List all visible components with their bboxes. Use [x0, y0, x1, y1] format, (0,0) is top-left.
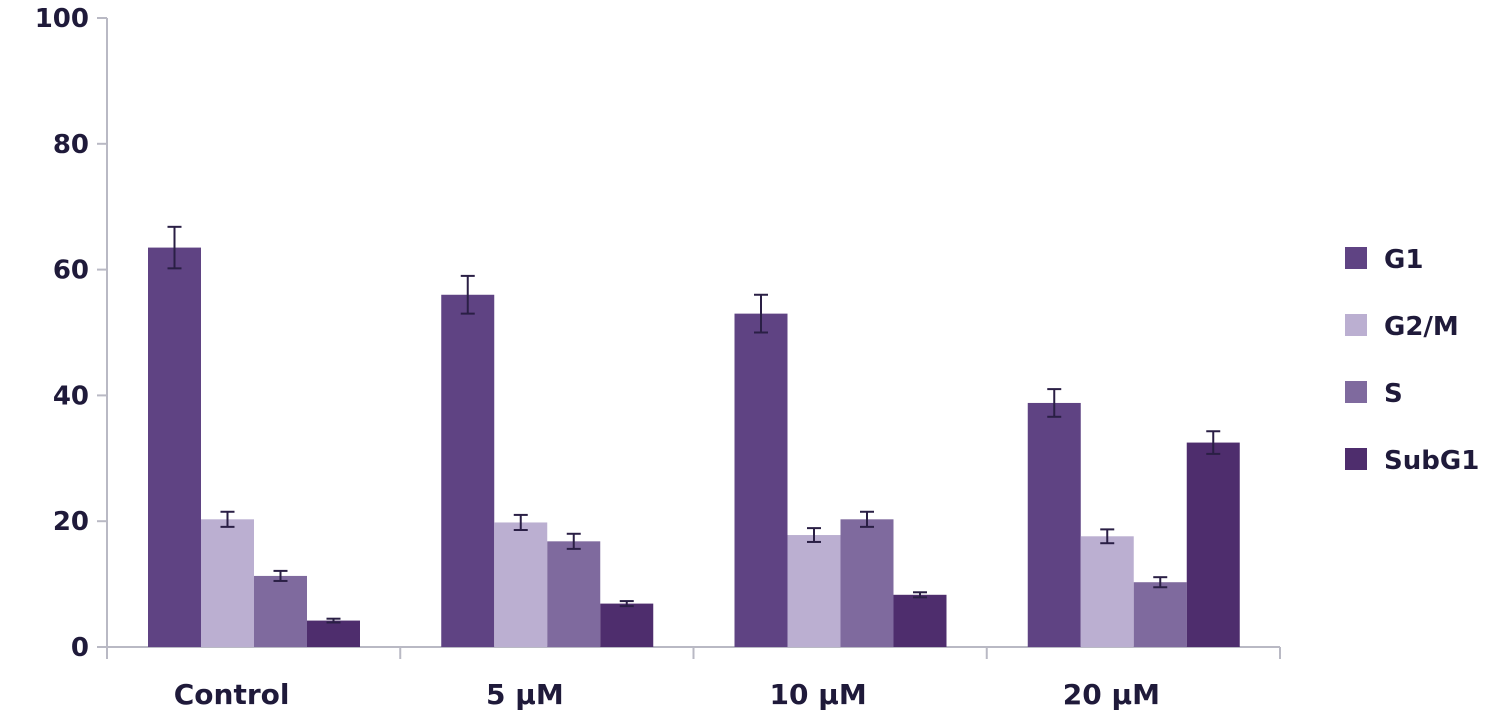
y-tick-label: 40: [53, 381, 89, 411]
bar-g2-m-2: [494, 522, 548, 647]
bar-subg1-2: [600, 603, 654, 647]
legend-item-g2-m: G2/M: [1345, 312, 1459, 342]
bar-subg1-3: [893, 594, 947, 647]
error-bar-g2-m-4: [1100, 528, 1115, 545]
bar-subg1-1: [307, 620, 360, 647]
legend: G1 G2/M S SubG1: [1345, 245, 1479, 476]
error-bar-s-1: [273, 569, 288, 582]
error-bar-g2-m-2: [513, 513, 528, 532]
error-bar-g1-1: [167, 225, 182, 270]
tick-labels: 0 20 40 60 80 100 Control 5 µM 10 µM 20 µM: [35, 4, 1160, 711]
legend-swatch: [1345, 381, 1367, 403]
legend-item-subg1: SubG1: [1345, 446, 1479, 476]
error-bar-g2-m-1: [220, 510, 235, 528]
error-bar-g1-2: [460, 274, 475, 315]
error-bar-s-3: [860, 510, 874, 528]
bar-g2-m-4: [1080, 536, 1134, 647]
error-bar-g2-m-3: [807, 527, 821, 543]
legend-label: G1: [1384, 245, 1423, 275]
bar-s-1: [254, 575, 307, 647]
bar-g2-m-1: [201, 519, 254, 647]
legend-swatch: [1345, 448, 1367, 470]
x-tick-label: Control: [174, 678, 290, 711]
bar-g2-m-3: [787, 535, 841, 647]
bar-s-2: [547, 541, 601, 647]
legend-swatch: [1345, 314, 1367, 336]
bars: [148, 247, 1240, 647]
error-bar-s-4: [1153, 576, 1168, 589]
legend-label: G2/M: [1384, 312, 1459, 342]
error-bar-subg1-4: [1206, 430, 1221, 455]
x-tick-label: 5 µM: [486, 678, 564, 711]
legend-swatch: [1345, 247, 1367, 269]
y-tick-label: 20: [53, 507, 89, 537]
error-bar-subg1-3: [913, 591, 927, 599]
y-tick-label: 100: [35, 4, 89, 34]
error-bar-subg1-1: [326, 617, 341, 624]
bar-g1-1: [148, 247, 201, 647]
bar-subg1-4: [1186, 442, 1240, 647]
bar-g1-2: [441, 294, 495, 647]
error-bars: [167, 225, 1221, 624]
bar-s-4: [1133, 582, 1187, 647]
legend-item-g1: G1: [1345, 245, 1423, 275]
y-tick-label: 60: [53, 256, 89, 286]
x-tick-label: 10 µM: [770, 678, 867, 711]
x-tick-label: 20 µM: [1063, 678, 1160, 711]
y-tick-label: 80: [53, 130, 89, 160]
error-bar-g1-3: [754, 293, 768, 334]
error-bar-subg1-2: [619, 600, 634, 608]
bar-s-3: [840, 519, 894, 647]
bar-g1-4: [1027, 402, 1081, 647]
legend-label: SubG1: [1384, 446, 1479, 476]
error-bar-s-2: [566, 532, 581, 550]
legend-item-s: S: [1345, 379, 1403, 409]
y-tick-label: 0: [71, 633, 89, 663]
bar-g1-3: [734, 313, 788, 647]
error-bar-g1-4: [1047, 388, 1062, 418]
legend-label: S: [1384, 379, 1403, 409]
